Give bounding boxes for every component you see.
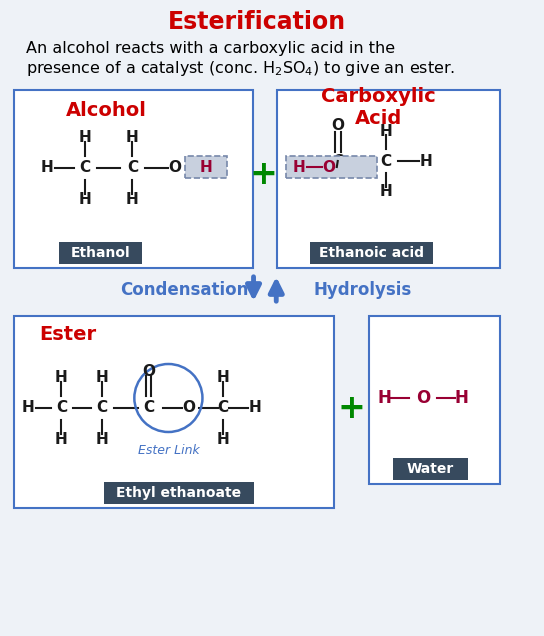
Text: Esterification: Esterification xyxy=(168,10,347,34)
Text: Ester Link: Ester Link xyxy=(138,445,199,457)
Text: Condensation: Condensation xyxy=(120,281,249,299)
Text: H: H xyxy=(126,130,139,146)
Text: H: H xyxy=(419,153,432,169)
Text: C: C xyxy=(218,401,229,415)
Text: Alcohol: Alcohol xyxy=(65,100,146,120)
Text: H: H xyxy=(96,431,109,446)
Bar xyxy=(393,458,468,480)
Bar xyxy=(14,90,252,268)
Text: An alcohol reacts with a carboxylic acid in the: An alcohol reacts with a carboxylic acid… xyxy=(27,41,395,55)
Bar xyxy=(369,316,499,484)
Text: H: H xyxy=(200,160,213,174)
Bar xyxy=(310,242,433,264)
Text: Water: Water xyxy=(407,462,454,476)
Text: H: H xyxy=(377,389,391,407)
Text: H: H xyxy=(293,160,305,174)
Text: H: H xyxy=(217,431,230,446)
Text: H: H xyxy=(126,193,139,207)
Text: H: H xyxy=(55,370,68,385)
Text: H: H xyxy=(380,123,392,139)
Text: H: H xyxy=(249,401,262,415)
Text: H: H xyxy=(79,193,91,207)
Bar xyxy=(186,156,227,178)
Text: Ethyl ethanoate: Ethyl ethanoate xyxy=(116,486,242,500)
Text: H: H xyxy=(41,160,54,176)
Text: C: C xyxy=(56,401,67,415)
Text: +: + xyxy=(249,158,277,191)
Text: C: C xyxy=(332,153,343,169)
Text: Carboxylic
Acid: Carboxylic Acid xyxy=(321,88,436,128)
Text: Ethanoic acid: Ethanoic acid xyxy=(319,246,424,260)
Text: H: H xyxy=(217,370,230,385)
Text: C: C xyxy=(143,401,154,415)
Text: C: C xyxy=(127,160,138,176)
Text: O: O xyxy=(142,364,155,378)
Text: H: H xyxy=(79,130,91,146)
Bar xyxy=(277,90,499,268)
Bar xyxy=(59,242,142,264)
Text: C: C xyxy=(380,153,392,169)
Text: +: + xyxy=(338,392,366,424)
Text: O: O xyxy=(169,160,182,176)
Text: H: H xyxy=(455,389,468,407)
Text: C: C xyxy=(79,160,91,176)
Text: presence of a catalyst (conc. H$_2$SO$_4$) to give an ester.: presence of a catalyst (conc. H$_2$SO$_4… xyxy=(27,59,456,78)
Bar xyxy=(286,156,376,178)
Bar xyxy=(104,482,254,504)
Text: O: O xyxy=(331,118,344,134)
Bar xyxy=(14,316,334,508)
Text: O: O xyxy=(416,389,430,407)
Text: O: O xyxy=(183,401,196,415)
Text: H: H xyxy=(96,370,109,385)
Text: H: H xyxy=(380,184,392,200)
Text: H: H xyxy=(22,401,35,415)
Text: Hydrolysis: Hydrolysis xyxy=(313,281,411,299)
Text: O: O xyxy=(323,160,336,174)
Text: C: C xyxy=(97,401,108,415)
Text: Ester: Ester xyxy=(40,324,97,343)
Text: Ethanol: Ethanol xyxy=(71,246,130,260)
Text: H: H xyxy=(55,431,68,446)
